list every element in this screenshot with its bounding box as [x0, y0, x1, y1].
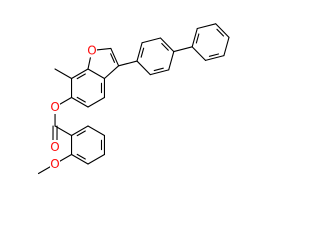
double-bond	[216, 28, 225, 37]
bond	[54, 68, 73, 80]
bond	[70, 96, 89, 108]
bond	[87, 153, 106, 165]
bond	[87, 68, 106, 80]
label-background	[50, 140, 60, 154]
bond	[141, 37, 162, 44]
bond	[149, 69, 170, 76]
double-bond	[76, 96, 86, 103]
double-bond	[208, 53, 220, 57]
bond	[204, 55, 225, 61]
bond	[136, 42, 143, 62]
label-background	[50, 100, 61, 114]
double-bond	[140, 47, 145, 58]
double-bond	[161, 42, 169, 51]
double-bond	[195, 33, 200, 44]
bond	[54, 125, 73, 137]
bond	[87, 96, 106, 108]
bond	[103, 65, 120, 80]
bond	[191, 27, 198, 48]
bond	[70, 153, 89, 165]
bond	[110, 47, 120, 67]
bond	[136, 60, 151, 76]
atom-label: O	[50, 100, 59, 114]
bond	[196, 23, 217, 30]
bond	[168, 51, 175, 71]
atom-label: O	[50, 140, 59, 154]
double-bond	[76, 73, 86, 80]
bond	[87, 125, 106, 137]
double-bond	[153, 67, 164, 72]
bond	[191, 46, 207, 61]
bond	[215, 23, 230, 38]
double-bond	[76, 153, 86, 160]
atom-label: O	[87, 43, 96, 57]
bond	[223, 36, 230, 57]
bond	[118, 60, 138, 67]
bond	[159, 37, 175, 53]
bond	[173, 46, 193, 53]
double-bond	[76, 130, 86, 137]
bond	[70, 125, 89, 137]
atom-label: O	[50, 157, 59, 171]
label-background	[50, 157, 60, 171]
label-background	[86, 43, 97, 58]
bond	[70, 68, 89, 80]
double-bond	[110, 53, 116, 63]
